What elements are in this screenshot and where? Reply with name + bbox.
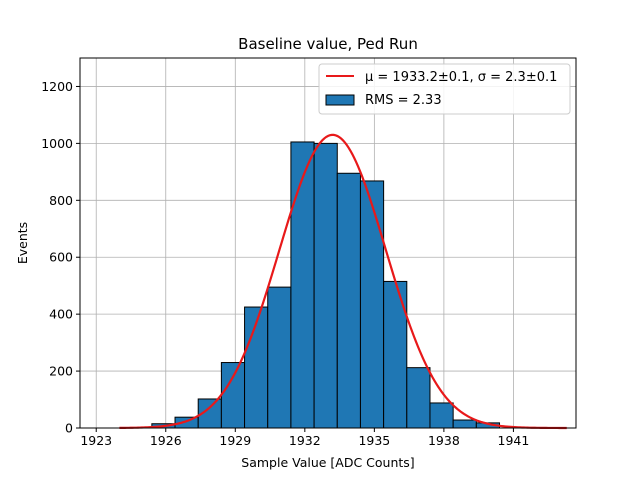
axis-ticks: 1923 1926 1929 1932 1935 1938 1941 0 200 400 600 80… [41,79,529,448]
histogram-bar [267,286,292,429]
y-axis-label: Events [15,222,30,264]
x-tick-label: 1932 [289,433,321,448]
histogram-bar [452,419,477,429]
y-tick-label: 0 [65,421,73,436]
x-tick-label: 1941 [498,433,530,448]
y-tick-label: 600 [49,250,73,265]
y-tick-label: 1000 [41,136,73,151]
histogram-bars [151,141,501,429]
legend: μ = 1933.2±0.1, σ = 2.3±0.1 RMS = 2.33 [318,63,571,115]
plot-frame [79,57,577,429]
legend-rms-patch [325,94,355,106]
x-tick-label: 1929 [219,433,251,448]
y-tick-label: 400 [49,307,73,322]
x-tick-label: 1926 [150,433,182,448]
y-tick-label: 1200 [41,79,73,94]
x-tick-label: 1935 [358,433,390,448]
legend-rms-label: RMS = 2.33 [365,93,442,108]
histogram-bar [220,362,246,429]
x-tick-label: 1923 [80,433,112,448]
histogram-bar [313,142,338,429]
x-axis-label: Sample Value [ADC Counts] [241,455,414,470]
x-tick-label: 1938 [428,433,460,448]
fit-curve-group [119,133,567,430]
histogram-bar [406,367,431,429]
y-tick-label: 200 [49,364,73,379]
histogram-bar [336,172,361,429]
histogram-bar [359,180,385,429]
legend-box [318,63,571,115]
histogram-bar [429,402,454,429]
histogram-bar [290,141,315,429]
legend-fit-label: μ = 1933.2±0.1, σ = 2.3±0.1 [365,70,557,85]
chart-title: Baseline value, Ped Run [238,35,418,53]
y-tick-label: 800 [49,193,73,208]
gaussian-fit-curve [119,133,567,430]
